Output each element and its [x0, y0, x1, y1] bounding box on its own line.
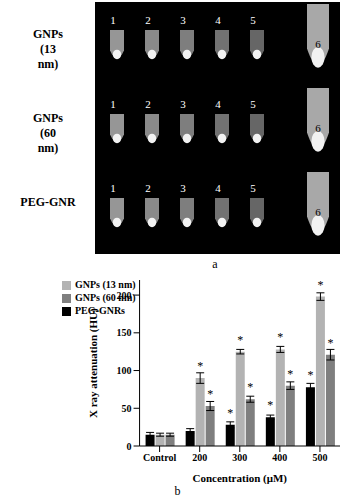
svg-text:0: 0 [127, 441, 132, 452]
svg-text:*: * [327, 336, 333, 350]
svg-text:X ray attenuation (HU): X ray attenuation (HU) [87, 308, 100, 418]
svg-text:Control: Control [143, 452, 176, 463]
svg-text:4: 4 [215, 14, 221, 26]
svg-text:300: 300 [232, 452, 247, 463]
svg-text:6: 6 [315, 122, 321, 134]
svg-text:*: * [227, 406, 233, 420]
svg-text:a: a [212, 257, 218, 271]
svg-text:150: 150 [117, 327, 132, 338]
svg-text:Concentration (μM): Concentration (μM) [193, 472, 288, 484]
svg-text:*: * [267, 398, 273, 412]
svg-text:*: * [307, 368, 313, 382]
svg-text:*: * [207, 387, 213, 401]
svg-text:3: 3 [180, 98, 186, 110]
svg-text:50: 50 [122, 403, 132, 414]
svg-text:*: * [277, 330, 283, 344]
svg-text:GNPs(60nm): GNPs(60nm) [33, 111, 63, 155]
svg-text:2: 2 [145, 98, 151, 110]
svg-text:6: 6 [315, 206, 321, 218]
svg-text:5: 5 [250, 182, 256, 194]
svg-text:*: * [317, 278, 323, 292]
svg-text:*: * [197, 359, 203, 373]
svg-text:5: 5 [250, 98, 256, 110]
svg-text:1: 1 [110, 14, 116, 26]
svg-text:500: 500 [312, 452, 327, 463]
svg-text:4: 4 [215, 98, 221, 110]
svg-text:4: 4 [215, 182, 221, 194]
svg-text:*: * [287, 367, 293, 381]
svg-text:200: 200 [117, 290, 132, 301]
svg-text:200: 200 [192, 452, 207, 463]
svg-text:*: * [247, 380, 253, 394]
svg-text:400: 400 [272, 452, 287, 463]
svg-text:2: 2 [145, 182, 151, 194]
svg-text:PEG-GNR: PEG-GNR [20, 195, 76, 209]
svg-text:6: 6 [315, 38, 321, 50]
svg-text:5: 5 [250, 14, 256, 26]
svg-text:*: * [237, 333, 243, 347]
svg-text:GNPs(13nm): GNPs(13nm) [33, 27, 63, 71]
svg-text:100: 100 [117, 365, 132, 376]
svg-text:3: 3 [180, 182, 186, 194]
svg-text:1: 1 [110, 98, 116, 110]
svg-text:2: 2 [145, 14, 151, 26]
svg-text:3: 3 [180, 14, 186, 26]
svg-text:1: 1 [110, 182, 116, 194]
